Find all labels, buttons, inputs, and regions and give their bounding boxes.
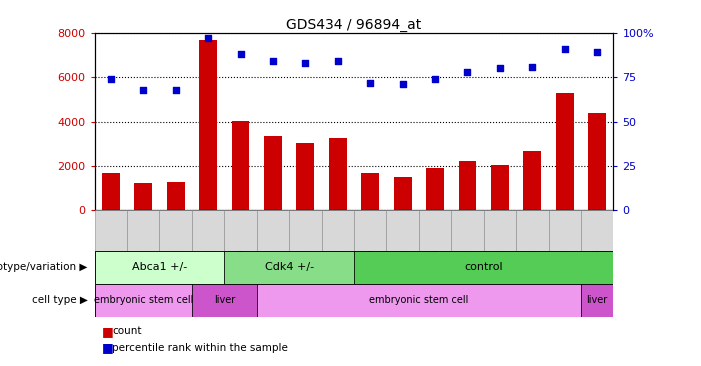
FancyBboxPatch shape <box>192 284 257 317</box>
Text: Cdk4 +/-: Cdk4 +/- <box>264 262 314 272</box>
FancyBboxPatch shape <box>516 210 549 251</box>
Bar <box>426 168 444 210</box>
FancyBboxPatch shape <box>581 284 613 317</box>
Text: control: control <box>464 262 503 272</box>
Bar <box>167 182 184 210</box>
Point <box>462 69 473 75</box>
FancyBboxPatch shape <box>95 210 127 251</box>
Text: count: count <box>112 326 142 336</box>
Text: cell type ▶: cell type ▶ <box>32 295 88 305</box>
Bar <box>394 177 411 210</box>
FancyBboxPatch shape <box>290 210 322 251</box>
Point <box>170 87 182 93</box>
FancyBboxPatch shape <box>257 210 290 251</box>
Bar <box>588 113 606 210</box>
Point <box>235 51 246 57</box>
Bar <box>491 165 509 210</box>
FancyBboxPatch shape <box>484 210 516 251</box>
Text: Abca1 +/-: Abca1 +/- <box>132 262 187 272</box>
FancyBboxPatch shape <box>354 210 386 251</box>
FancyBboxPatch shape <box>581 210 613 251</box>
Point <box>365 80 376 86</box>
Point <box>494 66 505 71</box>
Bar <box>231 120 250 210</box>
Text: ■: ■ <box>102 341 114 354</box>
FancyBboxPatch shape <box>224 210 257 251</box>
Bar <box>297 143 314 210</box>
FancyBboxPatch shape <box>160 210 192 251</box>
Point <box>332 59 343 64</box>
Title: GDS434 / 96894_at: GDS434 / 96894_at <box>287 18 421 32</box>
Bar <box>458 161 477 210</box>
Point <box>526 64 538 70</box>
Bar <box>524 150 541 210</box>
Point <box>137 87 149 93</box>
Point <box>105 76 116 82</box>
FancyBboxPatch shape <box>192 210 224 251</box>
Point <box>300 60 311 66</box>
Text: embryonic stem cell: embryonic stem cell <box>93 295 193 305</box>
FancyBboxPatch shape <box>95 251 224 284</box>
FancyBboxPatch shape <box>322 210 354 251</box>
Point <box>559 46 571 52</box>
Text: ■: ■ <box>102 325 114 338</box>
FancyBboxPatch shape <box>127 210 160 251</box>
Point <box>592 49 603 55</box>
Bar <box>361 173 379 210</box>
Text: liver: liver <box>214 295 235 305</box>
FancyBboxPatch shape <box>224 251 354 284</box>
Bar <box>135 183 152 210</box>
Text: genotype/variation ▶: genotype/variation ▶ <box>0 262 88 272</box>
Point <box>267 59 278 64</box>
Bar <box>264 136 282 210</box>
FancyBboxPatch shape <box>95 284 192 317</box>
Text: percentile rank within the sample: percentile rank within the sample <box>112 343 288 353</box>
Bar <box>556 93 573 210</box>
Bar <box>199 40 217 210</box>
FancyBboxPatch shape <box>418 210 451 251</box>
FancyBboxPatch shape <box>386 210 418 251</box>
Point <box>397 82 408 87</box>
FancyBboxPatch shape <box>549 210 581 251</box>
Bar <box>329 138 347 210</box>
Point <box>430 76 441 82</box>
FancyBboxPatch shape <box>451 210 484 251</box>
Bar <box>102 173 120 210</box>
Point <box>203 36 214 41</box>
Text: liver: liver <box>587 295 608 305</box>
FancyBboxPatch shape <box>257 284 581 317</box>
FancyBboxPatch shape <box>354 251 613 284</box>
Text: embryonic stem cell: embryonic stem cell <box>369 295 468 305</box>
